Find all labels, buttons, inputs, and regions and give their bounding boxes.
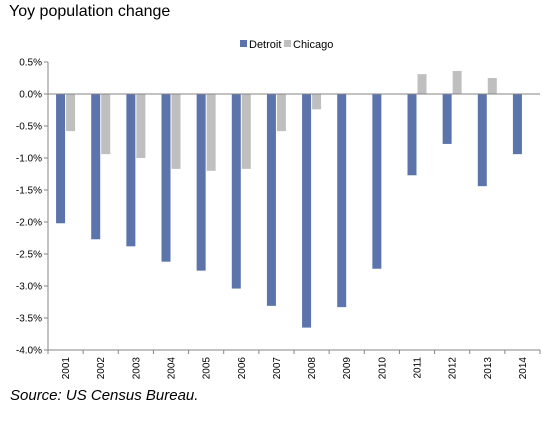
bar-chicago — [417, 74, 427, 94]
x-tick-label: 2001 — [61, 357, 72, 380]
x-tick-label: 2010 — [377, 357, 388, 380]
bar-detroit — [442, 94, 452, 144]
y-tick-label: 0.0% — [19, 90, 42, 101]
bar-chicago — [171, 94, 181, 169]
x-tick-label: 2006 — [237, 357, 248, 380]
y-tick-label: -3.5% — [16, 314, 42, 325]
x-tick-label: 2009 — [342, 357, 353, 380]
bar-detroit — [91, 94, 101, 240]
x-tick-label: 2003 — [131, 357, 142, 380]
bar-detroit — [161, 94, 171, 262]
bar-chicago — [136, 94, 146, 158]
bar-chicago — [276, 94, 286, 132]
bar-detroit — [372, 94, 382, 269]
y-tick-label: -2.0% — [16, 218, 42, 229]
x-tick-label: 2005 — [202, 357, 213, 380]
y-tick-label: -2.5% — [16, 250, 42, 261]
x-tick-label: 2013 — [483, 357, 494, 380]
y-tick-label: -3.0% — [16, 282, 42, 293]
bar-detroit — [302, 94, 312, 328]
bar-chicago — [101, 94, 111, 155]
y-tick-label: -4.0% — [16, 346, 42, 357]
legend-swatch-detroit — [240, 40, 247, 47]
bar-chicago — [312, 94, 322, 110]
x-tick-label: 2014 — [518, 357, 529, 380]
bar-detroit — [126, 94, 136, 247]
legend-label-detroit: Detroit — [249, 39, 281, 51]
bar-chicago — [206, 94, 216, 171]
bar-chicago — [66, 94, 76, 132]
legend-label-chicago: Chicago — [293, 39, 333, 51]
x-tick-label: 2004 — [167, 357, 178, 380]
x-tick-label: 2012 — [448, 357, 459, 380]
bar-detroit — [196, 94, 206, 271]
y-tick-label: 0.5% — [19, 58, 42, 69]
bar-chicago — [452, 70, 462, 94]
y-tick-label: -1.5% — [16, 186, 42, 197]
bar-detroit — [512, 94, 522, 155]
bar-chicago — [241, 94, 251, 169]
y-tick-label: -1.0% — [16, 154, 42, 165]
legend: Detroit Chicago — [240, 39, 333, 51]
x-tick-label: 2007 — [272, 357, 283, 380]
x-tick-label: 2008 — [307, 357, 318, 380]
bar-chicago — [487, 78, 497, 94]
legend-swatch-chicago — [284, 40, 291, 47]
bar-detroit — [56, 94, 66, 224]
bar-detroit — [337, 94, 347, 308]
chart-title: Yoy population change — [9, 3, 171, 20]
plot-area: 0.5% 0.0% -0.5% -1.0% -1.5% -2.0% -2.5% -3.0% -3… — [16, 58, 541, 380]
x-tick-label: 2011 — [413, 357, 424, 379]
x-tick-label: 2002 — [96, 357, 107, 380]
source-note: Source: US Census Bureau. — [10, 387, 199, 404]
bar-detroit — [407, 94, 417, 176]
bar-detroit — [477, 94, 487, 187]
bar-detroit — [231, 94, 241, 289]
bar-detroit — [266, 94, 276, 306]
y-tick-label: -0.5% — [16, 122, 42, 133]
